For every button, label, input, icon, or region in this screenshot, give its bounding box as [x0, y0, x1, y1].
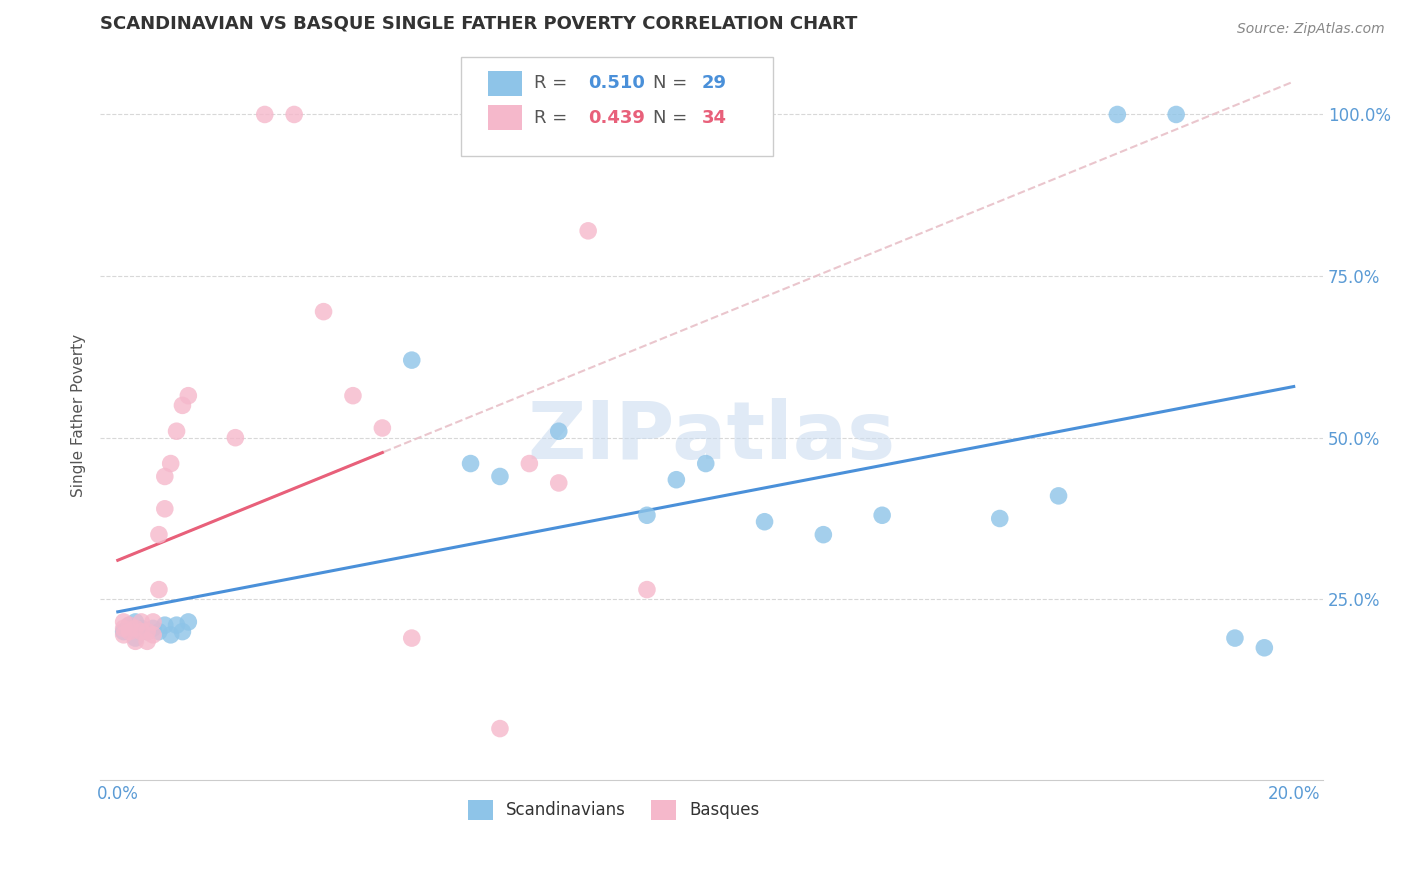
Point	[312, 304, 335, 318]
FancyBboxPatch shape	[461, 57, 773, 156]
Point	[547, 475, 569, 490]
Point	[153, 469, 176, 483]
Point	[124, 634, 146, 648]
Text: Source: ZipAtlas.com: Source: ZipAtlas.com	[1237, 22, 1385, 37]
Point	[118, 624, 141, 639]
Point	[136, 624, 159, 639]
Text: 0.439: 0.439	[588, 109, 645, 127]
Point	[118, 618, 141, 632]
Point	[547, 424, 569, 438]
Point	[148, 527, 170, 541]
Legend: Scandinavians, Basques: Scandinavians, Basques	[461, 793, 766, 827]
Point	[148, 624, 170, 639]
Point	[754, 515, 776, 529]
Point	[136, 624, 159, 639]
Point	[172, 624, 194, 639]
Text: R =: R =	[534, 74, 568, 93]
Point	[253, 107, 276, 121]
Point	[124, 631, 146, 645]
Point	[142, 621, 165, 635]
Bar	[488, 105, 522, 130]
Point	[166, 618, 188, 632]
Point	[460, 457, 482, 471]
Point	[283, 107, 305, 121]
Point	[129, 621, 152, 635]
Point	[988, 511, 1011, 525]
Point	[813, 527, 835, 541]
Point	[636, 508, 658, 523]
Point	[112, 628, 135, 642]
Bar	[488, 71, 522, 95]
Text: N =: N =	[652, 74, 688, 93]
Text: 34: 34	[702, 109, 727, 127]
Text: R =: R =	[534, 109, 568, 127]
Point	[517, 457, 540, 471]
Point	[177, 615, 200, 629]
Y-axis label: Single Father Poverty: Single Father Poverty	[72, 334, 86, 497]
Point	[129, 615, 152, 629]
Point	[1047, 489, 1070, 503]
Point	[636, 582, 658, 597]
Point	[118, 618, 141, 632]
Point	[159, 628, 181, 642]
Text: SCANDINAVIAN VS BASQUE SINGLE FATHER POVERTY CORRELATION CHART: SCANDINAVIAN VS BASQUE SINGLE FATHER POV…	[100, 15, 858, 33]
Point	[112, 615, 135, 629]
Point	[489, 469, 512, 483]
Point	[1223, 631, 1246, 645]
Point	[489, 722, 512, 736]
Point	[1253, 640, 1275, 655]
Point	[342, 389, 364, 403]
Point	[177, 389, 200, 403]
Point	[371, 421, 394, 435]
Point	[142, 615, 165, 629]
Point	[576, 224, 599, 238]
Point	[142, 628, 165, 642]
Text: ZIPatlas: ZIPatlas	[527, 398, 896, 476]
Point	[870, 508, 893, 523]
Point	[129, 624, 152, 639]
Point	[112, 621, 135, 635]
Point	[112, 624, 135, 639]
Point	[124, 621, 146, 635]
Point	[1107, 107, 1129, 121]
Point	[695, 457, 717, 471]
Point	[665, 107, 688, 121]
Point	[136, 634, 159, 648]
Point	[153, 618, 176, 632]
Text: 0.510: 0.510	[588, 74, 645, 93]
Point	[224, 431, 246, 445]
Point	[172, 398, 194, 412]
Point	[153, 501, 176, 516]
Text: N =: N =	[652, 109, 688, 127]
Point	[1166, 107, 1188, 121]
Point	[124, 615, 146, 629]
Point	[401, 353, 423, 368]
Point	[148, 582, 170, 597]
Text: 29: 29	[702, 74, 727, 93]
Point	[166, 424, 188, 438]
Point	[159, 457, 181, 471]
Point	[401, 631, 423, 645]
Point	[665, 473, 688, 487]
